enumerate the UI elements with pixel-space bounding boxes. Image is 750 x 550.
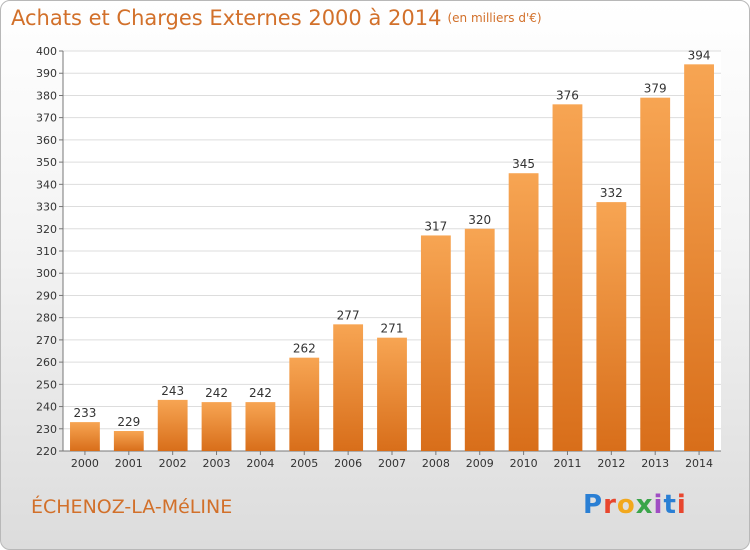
data-label-2009: 320 [468,213,491,227]
bar-2010 [508,173,539,451]
y-tick-label: 340 [36,178,57,191]
bar-2000 [70,422,100,451]
y-tick-label: 250 [36,378,57,391]
y-tick-label: 310 [36,245,57,258]
data-label-2010: 345 [512,157,535,171]
data-label-2000: 233 [73,406,96,420]
x-tick-label: 2014 [685,457,713,470]
data-label-2005: 262 [293,342,316,356]
bar-2014 [684,64,714,452]
data-label-2003: 242 [205,386,228,400]
x-tick-label: 2005 [290,457,318,470]
y-tick-label: 300 [36,267,57,280]
chart-title: Achats et Charges Externes 2000 à 2014 (e… [11,6,542,30]
data-label-2001: 229 [117,415,140,429]
x-tick-label: 2012 [597,457,625,470]
data-label-2007: 271 [381,322,404,336]
x-tick-label: 2009 [466,457,494,470]
y-tick-label: 240 [36,401,57,414]
chart-title-text: Achats et Charges Externes 2000 à 2014 [11,6,442,30]
y-tick-label: 370 [36,112,57,125]
data-label-2012: 332 [600,186,623,200]
y-tick-label: 230 [36,423,57,436]
y-tick-label: 320 [36,223,57,236]
commune-name: ÉCHENOZ-LA-MéLINE [31,496,233,518]
y-tick-label: 280 [36,312,57,325]
x-tick-label: 2013 [641,457,669,470]
bar-2001 [113,431,144,451]
data-label-2014: 394 [688,48,711,62]
y-tick-label: 350 [36,156,57,169]
bar-2004 [245,402,276,451]
y-tick-label: 220 [36,445,57,458]
data-label-2013: 379 [644,82,667,96]
y-tick-label: 260 [36,356,57,369]
data-label-2011: 376 [556,88,579,102]
x-tick-label: 2010 [510,457,538,470]
bar-2005 [289,357,320,451]
y-tick-label: 270 [36,334,57,347]
y-tick-label: 390 [36,67,57,80]
x-tick-label: 2001 [115,457,143,470]
x-tick-label: 2008 [422,457,450,470]
axes: 220 230 240 250 260 270 280 290 300 310 320 330 340 3… [36,45,721,470]
x-tick-label: 2006 [334,457,362,470]
chart-subtitle: (en milliers d'€) [447,11,542,25]
bar-2007 [377,337,407,451]
x-tick-label: 2002 [159,457,187,470]
y-tick-label: 400 [36,45,57,58]
data-label-2004: 242 [249,386,272,400]
bar-2003 [201,402,232,451]
proxiti-logo[interactable]: Proxiti [583,490,687,520]
y-tick-label: 330 [36,201,57,214]
data-label-2008: 317 [424,219,447,233]
x-tick-label: 2000 [71,457,99,470]
x-tick-label: 2003 [203,457,231,470]
bar-2011 [552,104,583,451]
bar-2006 [333,324,364,451]
bar-2012 [596,202,627,451]
data-labels: 233 229 243 242 242 262 277 271 317 320 345 376 332 3… [73,48,710,429]
y-tick-label: 290 [36,289,57,302]
bar-2002 [157,399,188,451]
y-tick-label: 380 [36,89,57,102]
x-tick-label: 2011 [553,457,581,470]
bar-2013 [640,97,671,452]
bars [70,64,714,452]
x-tick-label: 2004 [246,457,274,470]
data-label-2002: 243 [161,384,184,398]
data-label-2006: 277 [337,308,360,322]
bar-2009 [464,228,495,451]
x-tick-label: 2007 [378,457,406,470]
bar-2008 [420,235,451,451]
bar-chart: 220 230 240 250 260 270 280 290 300 310 320 330 340 3… [36,45,721,470]
y-tick-label: 360 [36,134,57,147]
